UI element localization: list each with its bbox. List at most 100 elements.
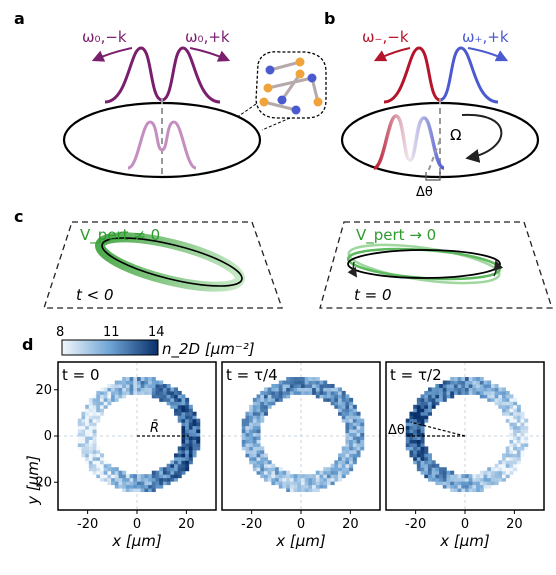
density-cell: [196, 425, 201, 430]
density-cell: [487, 383, 492, 388]
density-cell: [431, 477, 436, 482]
density-cell: [420, 439, 425, 444]
density-cell: [174, 477, 179, 482]
density-cell: [352, 439, 357, 444]
density-cell: [252, 401, 257, 406]
density-cell: [111, 390, 116, 395]
density-cell: [170, 387, 175, 392]
density-cell: [405, 432, 410, 437]
density-cell: [356, 415, 361, 420]
density-cell: [416, 411, 421, 416]
density-cell: [356, 432, 361, 437]
density-cell: [338, 456, 343, 461]
density-cell: [118, 470, 123, 475]
density-cell: [88, 418, 93, 423]
density-cell: [252, 397, 257, 402]
density-cell: [85, 429, 90, 434]
density-cell: [360, 429, 365, 434]
density-cell: [166, 394, 171, 399]
density-cell: [312, 481, 317, 486]
mode-label-a-left: ω₀,−k: [82, 28, 127, 46]
density-cell: [349, 411, 354, 416]
density-cell: [278, 481, 283, 486]
density-cell: [420, 432, 425, 437]
density-cell: [338, 453, 343, 458]
density-cell: [245, 422, 250, 427]
density-cell: [177, 446, 182, 451]
density-cell: [129, 387, 134, 392]
density-cell: [352, 456, 357, 461]
density-cell: [319, 387, 324, 392]
density-cell: [125, 474, 130, 479]
density-cell: [267, 460, 272, 465]
density-cell: [122, 377, 127, 382]
density-cell: [461, 390, 466, 395]
density-cell: [304, 477, 309, 482]
density-cell: [476, 474, 481, 479]
density-cell: [431, 470, 436, 475]
density-cell: [275, 477, 280, 482]
density-cell: [360, 425, 365, 430]
density-cell: [103, 397, 108, 402]
radius-annotation: R̄: [150, 421, 159, 436]
density-cell: [349, 397, 354, 402]
density-cell: [420, 442, 425, 447]
density-cell: [252, 408, 257, 413]
density-cell: [424, 408, 429, 413]
density-cell: [520, 449, 525, 454]
density-cell: [424, 397, 429, 402]
density-cell: [181, 432, 186, 437]
density-cell: [155, 477, 160, 482]
density-cell: [472, 377, 477, 382]
density-cell: [424, 463, 429, 468]
angle-annotation: Δθ: [388, 423, 405, 438]
density-cell: [479, 474, 484, 479]
density-cell: [457, 377, 462, 382]
density-cell: [111, 467, 116, 472]
density-cell: [509, 394, 514, 399]
density-cell: [513, 422, 518, 427]
density-cell: [349, 460, 354, 465]
density-cell: [341, 453, 346, 458]
density-cell: [92, 470, 97, 475]
density-cell: [92, 404, 97, 409]
density-cell: [249, 425, 254, 430]
density-cell: [271, 394, 276, 399]
density-cell: [502, 404, 507, 409]
density-cell: [513, 439, 518, 444]
density-cell: [341, 415, 346, 420]
density-cell: [416, 404, 421, 409]
density-cell: [341, 418, 346, 423]
potential-label-right: V_pert → 0: [356, 226, 436, 245]
density-cell: [472, 481, 477, 486]
density-cell: [137, 481, 142, 486]
density-cell: [520, 453, 525, 458]
density-cell: [352, 404, 357, 409]
density-cell: [516, 425, 521, 430]
density-cell: [319, 380, 324, 385]
density-cell: [319, 390, 324, 395]
density-cell: [81, 422, 86, 427]
density-cell: [345, 418, 350, 423]
density-cell: [509, 408, 514, 413]
density-cell: [352, 422, 357, 427]
density-cell: [271, 383, 276, 388]
density-cell: [405, 422, 410, 427]
density-cell: [275, 387, 280, 392]
density-cell: [498, 463, 503, 468]
density-cell: [435, 463, 440, 468]
density-cell: [465, 380, 470, 385]
density-cell: [487, 467, 492, 472]
density-cell: [166, 470, 171, 475]
density-cell: [275, 383, 280, 388]
density-cell: [483, 390, 488, 395]
density-cell: [341, 446, 346, 451]
density-cell: [174, 387, 179, 392]
density-cell: [297, 477, 302, 482]
density-cell: [256, 408, 261, 413]
density-cell: [122, 474, 127, 479]
x-axis-label: x [μm]: [275, 532, 326, 550]
density-cell: [185, 411, 190, 416]
density-cell: [356, 429, 361, 434]
density-cell: [77, 418, 82, 423]
